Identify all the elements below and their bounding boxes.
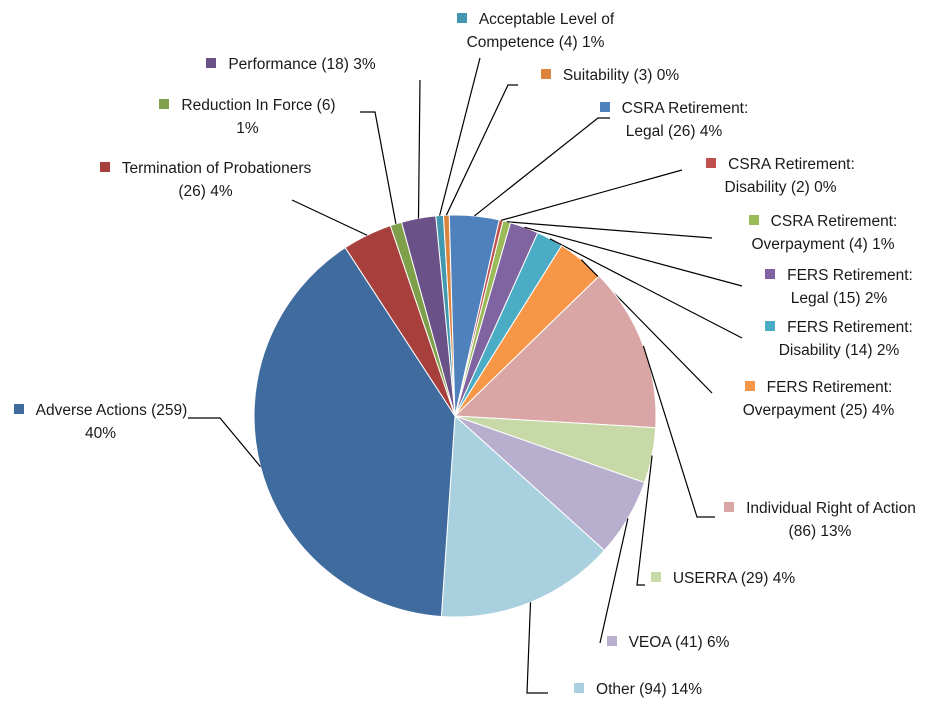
slice-label: Performance (18) 3% [191,53,391,76]
label-text: FERS Retirement: Overpayment (25) 4% [742,379,895,419]
label-text: FERS Retirement: Legal (15) 2% [787,267,913,307]
leader-line [506,221,713,239]
legend-swatch [765,269,776,279]
legend-swatch [206,58,217,68]
legend-swatch [99,162,110,172]
legend-swatch [599,102,610,112]
legend-swatch [159,99,170,109]
label-text: Termination of Probationers (26) 4% [121,160,312,200]
label-text: CSRA Retirement: Overpayment (4) 1% [751,213,898,253]
label-text: Suitability (3) 0% [562,67,680,84]
slice-label: FERS Retirement: Legal (15) 2% [746,264,932,310]
leader-line [439,57,481,216]
legend-swatch [724,502,735,512]
legend-swatch [744,381,755,391]
slice-label: FERS Retirement: Overpayment (25) 4% [716,376,921,422]
label-text: Adverse Actions (259) 40% [35,402,188,442]
leader-line [291,199,368,236]
label-text: FERS Retirement: Disability (14) 2% [778,319,913,359]
leader-line [524,226,743,287]
leader-line [188,417,261,468]
slice-label: Suitability (3) 0% [530,64,690,87]
leader-line [526,602,548,694]
leader-line [445,84,518,216]
slice-label: FERS Retirement: Disability (14) 2% [746,316,932,362]
legend-swatch [748,215,759,225]
pie-slice [253,246,456,618]
legend-swatch [574,683,585,693]
leader-line [599,518,629,644]
label-text: Performance (18) 3% [228,56,376,73]
leader-line [549,238,743,339]
label-text: Acceptable Level of Competence (4) 1% [466,11,615,51]
slice-label: USERRA (29) 4% [648,567,798,590]
label-text: CSRA Retirement: Legal (26) 4% [621,100,749,140]
slice-label: Acceptable Level of Competence (4) 1% [428,8,643,54]
label-text: VEOA (41) 6% [628,634,730,651]
leader-line [474,117,610,217]
slice-label: CSRA Retirement: Legal (26) 4% [594,97,754,143]
leader-line [500,169,683,221]
leader-line [360,111,397,224]
label-text: CSRA Retirement: Disability (2) 0% [724,156,855,196]
slice-label: Individual Right of Action (86) 13% [720,497,920,543]
leader-line [636,455,653,586]
label-text: Other (94) 14% [596,681,702,698]
slice-label: Adverse Actions (259) 40% [13,399,188,445]
slice-label: CSRA Retirement: Disability (2) 0% [698,153,863,199]
label-text: Reduction In Force (6) 1% [181,97,336,137]
legend-swatch [13,404,24,414]
legend-swatch [765,321,776,331]
legend-swatch [606,636,617,646]
label-text: USERRA (29) 4% [672,570,796,587]
legend-swatch [540,69,551,79]
legend-swatch [706,158,717,168]
legend-swatch [650,572,661,582]
label-text: Individual Right of Action (86) 13% [746,500,916,540]
slice-label: Reduction In Force (6) 1% [150,94,345,140]
slice-label: VEOA (41) 6% [603,631,733,654]
leader-line [417,79,421,219]
slice-label: CSRA Retirement: Overpayment (4) 1% [718,210,928,256]
slice-label: Other (94) 14% [553,678,723,701]
slice-label: Termination of Probationers (26) 4% [98,157,313,203]
leader-line [642,345,715,518]
legend-swatch [456,13,467,23]
